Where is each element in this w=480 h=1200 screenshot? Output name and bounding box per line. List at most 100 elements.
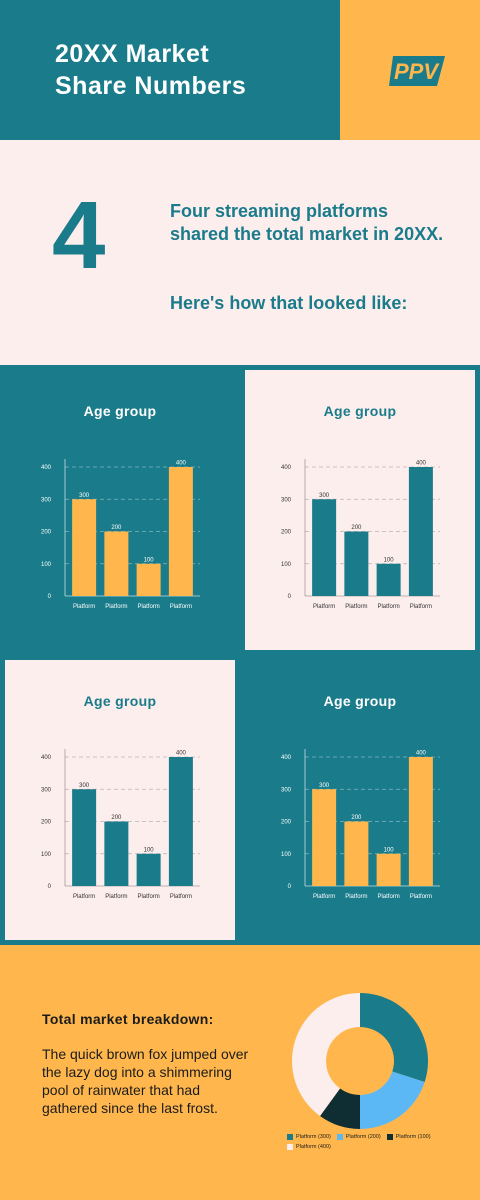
bar [312,789,337,886]
bar [344,821,369,886]
bar [72,789,97,886]
page-title: 20XX Market Share Numbers [55,38,325,102]
bar-chart-1: 0 100 200 300 400 300 Platform 200 Platform 100 Pl… [41,459,200,610]
y-tick-label: 200 [281,820,292,826]
y-tick-label: 400 [41,755,52,761]
bar [312,499,337,596]
bar-value-label: 400 [416,461,427,467]
y-tick-label: 300 [281,787,292,793]
x-tick-label: Platform [170,894,192,900]
bar [376,563,401,596]
donut-slice [360,1071,425,1129]
legend-item: Platform (100) [386,1134,431,1140]
bar-value-label: 400 [416,751,427,757]
header: 20XX Market Share Numbers PPV [0,0,480,140]
chart-4-title: Age group [323,693,397,709]
bar-chart-3: 0 100 200 300 400 300 Platform 200 Platform 100 Pl… [41,749,200,900]
y-tick-label: 100 [41,852,52,858]
x-tick-label: Platform [410,894,432,900]
y-tick-label: 100 [41,562,52,568]
bar-value-label: 400 [176,751,187,757]
legend-item: Platform (300) [287,1134,331,1140]
donut-slice [320,1088,360,1129]
logo-text: PPV [394,59,440,84]
y-tick-label: 300 [41,787,52,793]
bar [168,757,193,886]
donut-chart [292,993,428,1129]
donut-slice [292,993,360,1117]
intro-subtext: Here's how that looked like: [170,293,408,313]
chart-panel-2-bg [245,370,475,650]
y-tick-label: 100 [281,562,292,568]
chart-2-title: Age group [323,403,397,419]
chart-1-title: Age group [83,403,157,419]
bar-value-label: 300 [79,493,90,499]
y-tick-label: 300 [281,497,292,503]
bar-chart-2: 0 100 200 300 400 300 Platform 200 Platform 100 Pl… [281,459,440,610]
bar-value-label: 300 [319,783,330,789]
bar [168,467,193,596]
x-tick-label: Platform [313,604,335,610]
x-tick-label: Platform [170,604,192,610]
y-tick-label: 0 [48,884,52,890]
legend-swatch [336,1134,343,1140]
platform-count: 4 [52,182,106,289]
chart-panel-3-bg [5,660,235,940]
y-tick-label: 0 [288,884,292,890]
bar [344,531,369,596]
y-tick-label: 300 [41,497,52,503]
breakdown-body: The quick brown fox jumped over the lazy… [42,1046,249,1116]
y-tick-label: 100 [281,852,292,858]
legend-label: Platform (100) [395,1134,431,1140]
bar-value-label: 300 [319,493,330,499]
x-tick-label: Platform [105,894,127,900]
bar [104,821,129,886]
bar-value-label: 400 [176,461,187,467]
bar [376,853,401,886]
y-tick-label: 200 [41,530,52,536]
bar-value-label: 200 [351,815,362,821]
bar [408,467,433,596]
bar-value-label: 100 [144,847,155,853]
ppv-logo: PPV [389,56,445,86]
y-tick-label: 0 [48,594,52,600]
bar [408,757,433,886]
legend-label: Platform (300) [296,1134,331,1140]
legend-swatch [386,1134,393,1140]
bar-value-label: 100 [384,847,395,853]
x-tick-label: Platform [137,894,159,900]
x-tick-label: Platform [73,894,95,900]
x-tick-label: Platform [410,604,432,610]
legend-swatch [287,1134,293,1140]
legend-item: Platform (400) [287,1144,331,1150]
legend-item: Platform (200) [336,1134,381,1140]
y-tick-label: 400 [281,465,292,471]
breakdown-title: Total market breakdown: [42,1011,214,1027]
y-tick-label: 200 [281,530,292,536]
intro-section [0,140,480,365]
x-tick-label: Platform [73,604,95,610]
bar-value-label: 100 [144,557,155,563]
x-tick-label: Platform [377,604,399,610]
x-tick-label: Platform [345,604,367,610]
bar-value-label: 200 [111,815,122,821]
page-title-line-1: 20XX Market [55,40,210,68]
bar-value-label: 200 [351,525,362,531]
donut-slice [360,993,428,1083]
bar-value-label: 100 [384,557,395,563]
x-tick-label: Platform [313,894,335,900]
bar [72,499,97,596]
x-tick-label: Platform [105,604,127,610]
bar [104,531,129,596]
y-tick-label: 400 [281,755,292,761]
intro-text: Four streaming platforms shared the tota… [170,201,444,244]
bar-value-label: 300 [79,783,90,789]
bar-value-label: 200 [111,525,122,531]
y-tick-label: 200 [41,820,52,826]
x-tick-label: Platform [377,894,399,900]
donut-legend: Platform (300) Platform (200) Platform (10… [287,1134,467,1154]
y-tick-label: 400 [41,465,52,471]
x-tick-label: Platform [137,604,159,610]
x-tick-label: Platform [345,894,367,900]
y-tick-label: 0 [288,594,292,600]
